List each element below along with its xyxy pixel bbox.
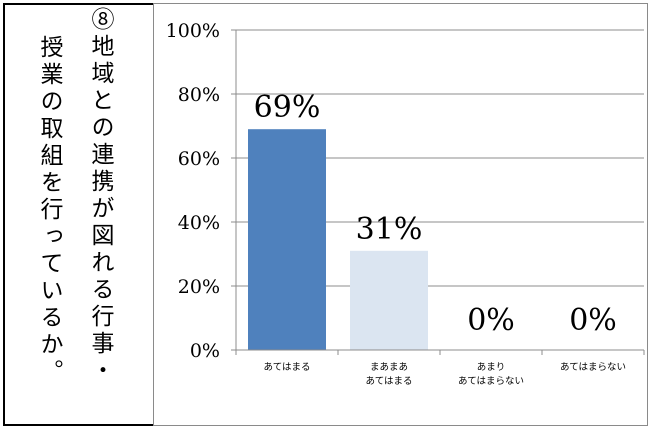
- question-text-line-1: ⑧地域との連携が図れる行事・: [87, 7, 113, 385]
- data-label: 31%: [356, 212, 423, 247]
- x-category-label: あてはまる: [365, 376, 412, 387]
- chart-frame: 0% 20% 40% 60% 80% 100% 69% 31% 0% 0% あてはまる まあまあ あては…: [153, 3, 648, 426]
- bar: [350, 250, 428, 350]
- bar-chart: 0%20%40%60%80%100%69%31%0% 0%あてはまる まあまああては…: [166, 20, 645, 387]
- bar: [248, 129, 326, 350]
- x-category-label: あてはまらない: [458, 376, 524, 387]
- y-tick-label: 60%: [178, 148, 220, 170]
- x-category-label: あまり: [477, 362, 506, 373]
- y-tick-label: 100%: [166, 20, 220, 42]
- question-box: ⑧地域との連携が図れる行事・ 授業の取組を行っているか。: [3, 3, 155, 426]
- x-category-label: あてはまる: [263, 362, 310, 373]
- x-category-label: まあまあ: [370, 362, 408, 373]
- data-label: 0%: [569, 303, 617, 338]
- y-tick-label: 0%: [190, 340, 220, 362]
- y-tick-label: 80%: [178, 84, 220, 106]
- y-tick-label: 20%: [178, 276, 220, 298]
- data-label: 0%: [467, 303, 515, 338]
- question-text-line-2: 授業の取組を行っているか。: [36, 35, 62, 386]
- data-label: 69%: [254, 90, 321, 125]
- y-tick-label: 40%: [178, 212, 220, 234]
- x-category-label: あてはまらない: [560, 362, 626, 373]
